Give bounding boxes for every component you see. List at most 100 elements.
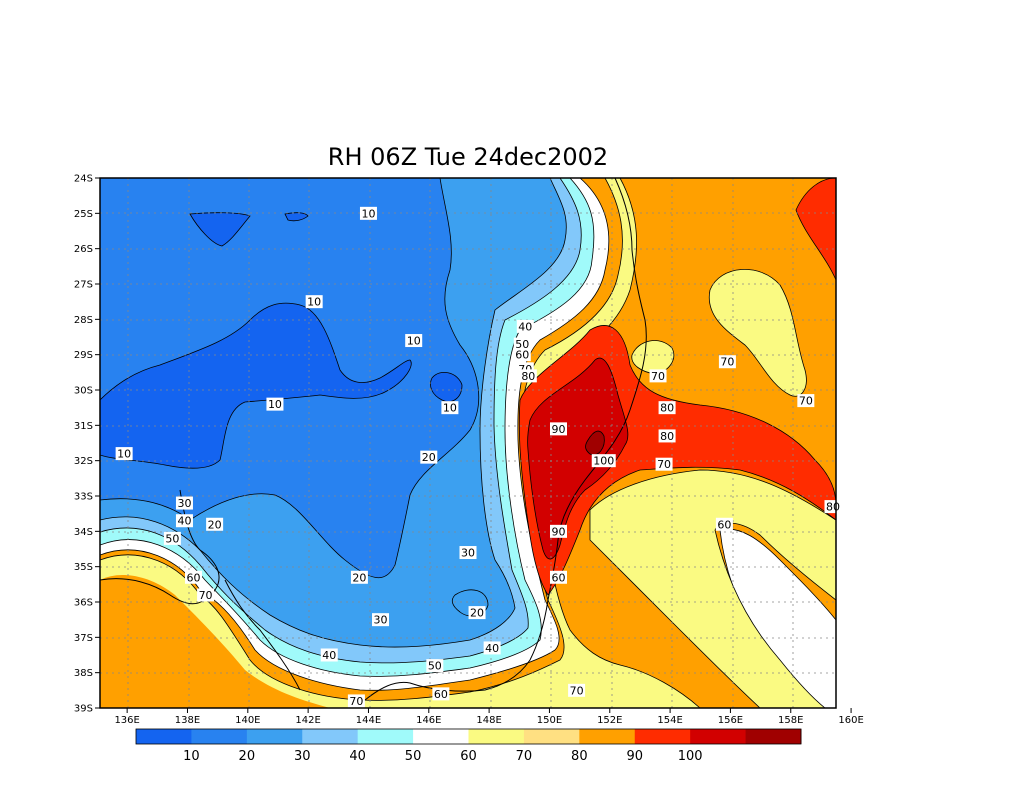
longitude-axis: 136E 138E 140E 142E 144E 146E 148E 150E 152E 154E… — [114, 708, 864, 726]
svg-text:60: 60 — [717, 518, 731, 531]
svg-text:70: 70 — [349, 695, 363, 708]
contour-label: 70 — [649, 369, 667, 383]
svg-text:50: 50 — [515, 338, 529, 351]
colorbar-label: 60 — [460, 749, 477, 764]
svg-text:100: 100 — [593, 455, 614, 468]
rh-band-100-plus — [585, 430, 605, 456]
contour-label: 10 — [266, 397, 284, 411]
contour-label: 70 — [718, 355, 736, 369]
svg-text:10: 10 — [443, 402, 457, 415]
svg-text:20: 20 — [352, 571, 366, 584]
colorbar-swatch — [579, 729, 636, 744]
svg-text:60: 60 — [434, 688, 448, 701]
contour-label: 70 — [568, 683, 586, 697]
contour-label: 80 — [824, 500, 842, 514]
colorbar-label: 40 — [349, 749, 366, 764]
colorbar-swatch — [191, 729, 248, 744]
colorbar-swatch — [745, 729, 802, 744]
lat-tick-label: 27S — [74, 280, 93, 291]
svg-text:20: 20 — [470, 607, 484, 620]
contour-label: 60 — [432, 687, 450, 701]
lon-tick-label: 160E — [838, 715, 863, 726]
svg-text:70: 70 — [657, 458, 671, 471]
svg-text:70: 70 — [799, 395, 813, 408]
lon-tick-label: 148E — [476, 715, 501, 726]
contour-label: 80 — [658, 401, 676, 415]
colorbar-swatch — [302, 729, 359, 744]
lat-tick-label: 39S — [74, 704, 93, 715]
colorbar-swatch — [136, 729, 192, 744]
contour-label: 70 — [655, 457, 673, 471]
lat-tick-label: 24S — [74, 174, 93, 185]
svg-text:10: 10 — [361, 207, 375, 220]
contour-label: 90 — [549, 422, 567, 436]
svg-text:20: 20 — [422, 451, 436, 464]
colorbar: 10 20 30 40 50 60 70 80 90 100 — [135, 728, 802, 764]
svg-text:30: 30 — [374, 614, 388, 627]
lon-tick-label: 158E — [778, 715, 803, 726]
contour-label: 70 — [797, 394, 815, 408]
lat-tick-label: 26S — [74, 244, 93, 255]
contour-label: 50 — [163, 531, 181, 545]
contour-label: 40 — [175, 514, 193, 528]
colorbar-label: 100 — [678, 749, 703, 764]
colorbar-swatch — [357, 729, 414, 744]
svg-text:90: 90 — [551, 423, 565, 436]
lat-tick-label: 37S — [74, 633, 93, 644]
map-frame — [99, 177, 837, 709]
contour-label: 10 — [405, 334, 423, 348]
contour-label: 70 — [197, 588, 215, 602]
svg-text:90: 90 — [551, 525, 565, 538]
svg-text:70: 70 — [651, 370, 665, 383]
svg-text:50: 50 — [165, 532, 179, 545]
colorbar-swatch — [634, 729, 691, 744]
lat-tick-label: 34S — [74, 527, 93, 538]
svg-text:10: 10 — [307, 296, 321, 309]
lon-tick-label: 140E — [235, 715, 260, 726]
contour-label: 80 — [658, 429, 676, 443]
contour-label: 40 — [320, 648, 338, 662]
lon-tick-label: 136E — [114, 715, 139, 726]
svg-text:20: 20 — [208, 518, 222, 531]
colorbar-swatch — [468, 729, 525, 744]
colorbar-swatch — [690, 729, 747, 744]
svg-text:70: 70 — [199, 589, 213, 602]
svg-text:40: 40 — [322, 649, 336, 662]
lat-tick-label: 29S — [74, 350, 93, 361]
svg-text:80: 80 — [660, 402, 674, 415]
contour-label: 20 — [206, 517, 224, 531]
colorbar-swatch — [246, 729, 303, 744]
contour-label: 100 — [591, 454, 616, 468]
colorbar-label: 80 — [571, 749, 588, 764]
svg-text:60: 60 — [551, 571, 565, 584]
contour-label: 10 — [359, 206, 377, 220]
lat-tick-label: 31S — [74, 421, 93, 432]
contour-label: 10 — [115, 447, 133, 461]
svg-text:80: 80 — [660, 430, 674, 443]
contour-label: 90 — [549, 524, 567, 538]
plot-title: RH 06Z Tue 24dec2002 — [328, 143, 608, 171]
lon-tick-label: 154E — [657, 715, 682, 726]
svg-text:40: 40 — [518, 320, 532, 333]
svg-text:30: 30 — [177, 497, 191, 510]
contour-label: 60 — [513, 348, 531, 362]
lat-tick-label: 35S — [74, 562, 93, 573]
svg-text:40: 40 — [177, 515, 191, 528]
colorbar-label: 20 — [239, 749, 256, 764]
contour-label: 20 — [420, 450, 438, 464]
colorbar-label: 90 — [626, 749, 643, 764]
contour-label: 30 — [175, 496, 193, 510]
contour-labels: 10 10 10 10 10 10 20 20 20 20 30 30 30 40 40 40 40 50 50 50… — [115, 206, 842, 708]
lat-tick-label: 28S — [74, 315, 93, 326]
svg-text:10: 10 — [407, 335, 421, 348]
lat-tick-label: 38S — [74, 668, 93, 679]
lat-tick-label: 33S — [74, 492, 93, 503]
lat-tick-label: 36S — [74, 598, 93, 609]
lat-tick-label: 30S — [74, 386, 93, 397]
contour-label: 70 — [347, 694, 365, 708]
lat-tick-label: 25S — [74, 209, 93, 220]
svg-text:40: 40 — [485, 642, 499, 655]
colorbar-swatch — [413, 729, 469, 744]
colorbar-label: 30 — [294, 749, 311, 764]
lon-tick-label: 142E — [295, 715, 320, 726]
